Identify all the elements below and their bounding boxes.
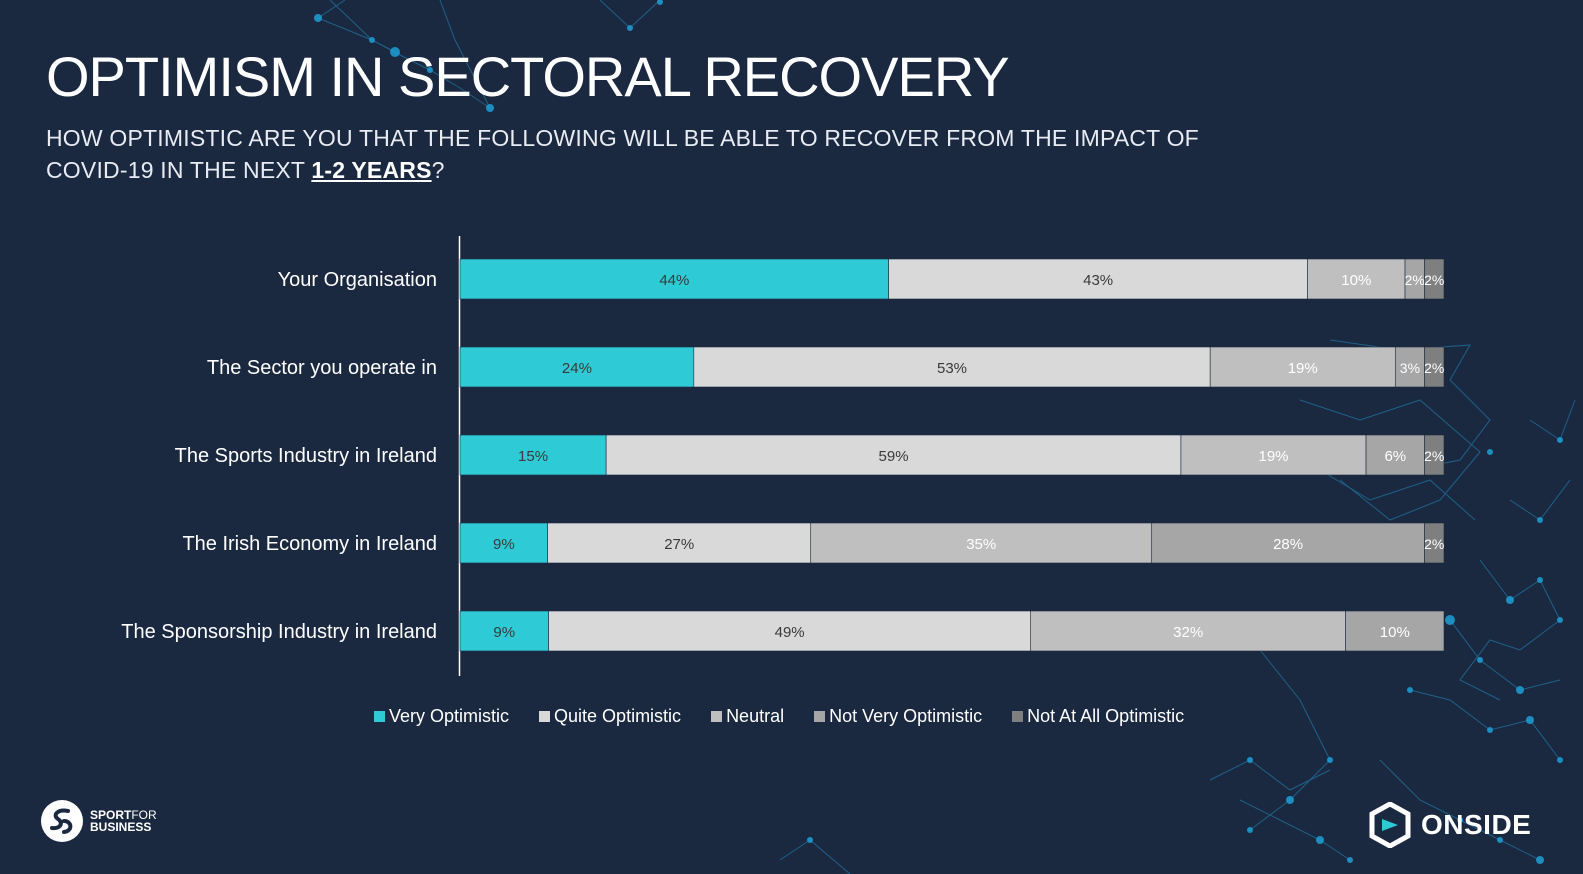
bar-the-sector-you-operate-in-not-very-optimistic xyxy=(1394,346,1425,388)
data-label-the-sports-industry-in-ireland-not-at-all-optimistic: 2% xyxy=(1424,448,1444,464)
bar-the-sector-you-operate-in-not-at-all-optimistic xyxy=(1424,346,1445,388)
bar-the-sponsorship-industry-in-ireland-quite-optimistic xyxy=(548,610,1032,652)
legend-label-quite-optimistic: Quite Optimistic xyxy=(554,706,682,726)
data-label-the-sports-industry-in-ireland-not-very-optimistic: 6% xyxy=(1384,448,1406,465)
legend-swatch-very-optimistic xyxy=(374,711,385,722)
legend-label-very-optimistic: Very Optimistic xyxy=(389,706,510,726)
bar-the-sports-industry-in-ireland-not-at-all-optimistic xyxy=(1424,434,1445,476)
logo-left-line1: SPORT xyxy=(90,808,132,822)
bar-the-sector-you-operate-in-neutral xyxy=(1209,346,1396,388)
slide-title: OPTIMISM IN SECTORAL RECOVERY xyxy=(46,45,1010,108)
data-label-the-irish-economy-in-ireland-not-at-all-optimistic: 2% xyxy=(1424,536,1444,552)
data-label-the-sector-you-operate-in-not-at-all-optimistic: 2% xyxy=(1424,360,1444,376)
category-labels-layer: Your Organisation The Sector you operate … xyxy=(121,269,437,643)
bars-layer: 44% 43% 10% 2% 2%24% 53% 19% 3% 2%15% 59% 19% 6% 2%9… xyxy=(459,258,1445,652)
bar-the-sports-industry-in-ireland-quite-optimistic xyxy=(605,434,1182,476)
logo-left-line2: BUSINESS xyxy=(90,820,152,834)
data-label-your-organisation-not-very-optimistic: 2% xyxy=(1405,272,1425,288)
onside-logo: ONSIDE xyxy=(1367,802,1531,848)
category-label-the-sector-you-operate-in: The Sector you operate in xyxy=(207,357,437,379)
category-label-your-organisation: Your Organisation xyxy=(278,269,437,291)
legend-item-not-at-all-optimistic: Not At All Optimistic xyxy=(1012,706,1184,727)
data-label-your-organisation-not-at-all-optimistic: 2% xyxy=(1424,272,1444,288)
legend-item-neutral: Neutral xyxy=(711,706,784,727)
data-label-the-sector-you-operate-in-very-optimistic: 24% xyxy=(562,360,592,377)
category-label-the-sports-industry-in-ireland: The Sports Industry in Ireland xyxy=(175,445,437,467)
legend-item-very-optimistic: Very Optimistic xyxy=(374,706,509,727)
data-label-the-sponsorship-industry-in-ireland-quite-optimistic: 49% xyxy=(775,624,805,641)
data-label-your-organisation-neutral: 10% xyxy=(1341,272,1371,289)
bar-your-organisation-quite-optimistic xyxy=(888,258,1308,300)
bar-the-irish-economy-in-ireland-neutral xyxy=(810,522,1153,564)
legend-item-not-very-optimistic: Not Very Optimistic xyxy=(814,706,982,727)
category-label-the-sponsorship-industry-in-ireland: The Sponsorship Industry in Ireland xyxy=(121,621,437,643)
data-label-the-sponsorship-industry-in-ireland-not-very-optimistic: 10% xyxy=(1380,624,1410,641)
legend-swatch-not-very-optimistic xyxy=(814,711,826,722)
bar-the-sponsorship-industry-in-ireland-not-very-optimistic xyxy=(1345,610,1445,652)
legend-label-not-at-all-optimistic: Not At All Optimistic xyxy=(1027,706,1185,726)
slide-subtitle: HOW OPTIMISTIC ARE YOU THAT THE FOLLOWIN… xyxy=(46,122,1266,186)
data-label-the-sports-industry-in-ireland-very-optimistic: 15% xyxy=(518,448,548,465)
legend-label-neutral: Neutral xyxy=(726,706,785,726)
data-label-the-irish-economy-in-ireland-quite-optimistic: 27% xyxy=(664,536,694,553)
bar-the-irish-economy-in-ireland-not-very-optimistic xyxy=(1151,522,1425,564)
bar-the-sponsorship-industry-in-ireland-neutral xyxy=(1030,610,1346,652)
data-label-the-sponsorship-industry-in-ireland-very-optimistic: 9% xyxy=(493,624,515,641)
sport-for-business-wordmark: SPORTFOR BUSINESS xyxy=(90,809,157,833)
legend-item-quite-optimistic: Quite Optimistic xyxy=(539,706,681,727)
sport-for-business-icon xyxy=(41,800,83,842)
data-label-the-irish-economy-in-ireland-not-very-optimistic: 28% xyxy=(1273,536,1303,553)
bar-the-irish-economy-in-ireland-very-optimistic xyxy=(459,522,548,564)
data-label-the-sector-you-operate-in-quite-optimistic: 53% xyxy=(937,360,967,377)
data-label-your-organisation-very-optimistic: 44% xyxy=(659,272,689,289)
subtitle-text: HOW OPTIMISTIC ARE YOU THAT THE FOLLOWIN… xyxy=(46,125,1199,183)
data-label-the-sponsorship-industry-in-ireland-neutral: 32% xyxy=(1173,624,1203,641)
bar-the-sector-you-operate-in-very-optimistic xyxy=(459,346,695,388)
data-label-your-organisation-quite-optimistic: 43% xyxy=(1083,272,1113,289)
legend-swatch-neutral xyxy=(711,711,723,722)
data-label-the-sector-you-operate-in-not-very-optimistic: 3% xyxy=(1400,360,1420,376)
data-label-the-sports-industry-in-ireland-quite-optimistic: 59% xyxy=(879,448,909,465)
legend-swatch-quite-optimistic xyxy=(539,711,551,722)
subtitle-emphasis: 1-2 YEARS xyxy=(311,157,432,183)
bar-the-irish-economy-in-ireland-quite-optimistic xyxy=(547,522,812,564)
subtitle-suffix: ? xyxy=(431,157,445,183)
data-label-the-irish-economy-in-ireland-very-optimistic: 9% xyxy=(493,536,515,553)
onside-icon xyxy=(1369,802,1411,848)
bar-your-organisation-very-optimistic xyxy=(459,258,889,300)
legend-label-not-very-optimistic: Not Very Optimistic xyxy=(829,706,983,726)
bar-your-organisation-not-at-all-optimistic xyxy=(1424,258,1445,300)
category-label-the-irish-economy-in-ireland: The Irish Economy in Ireland xyxy=(182,533,437,555)
logo-left-line1-light: FOR xyxy=(131,808,157,822)
sport-for-business-logo: SPORTFOR BUSINESS xyxy=(40,799,157,843)
chart-legend: Very Optimistic Quite Optimistic Neutral No… xyxy=(374,706,1214,727)
legend-swatch-not-at-all-optimistic xyxy=(1012,711,1024,722)
data-label-the-irish-economy-in-ireland-neutral: 35% xyxy=(966,536,996,553)
data-label-the-sector-you-operate-in-neutral: 19% xyxy=(1288,360,1318,377)
bar-the-sponsorship-industry-in-ireland-very-optimistic xyxy=(459,610,549,652)
bar-the-irish-economy-in-ireland-not-at-all-optimistic xyxy=(1424,522,1445,564)
data-label-the-sports-industry-in-ireland-neutral: 19% xyxy=(1258,448,1288,465)
bar-the-sports-industry-in-ireland-very-optimistic xyxy=(459,434,607,476)
onside-wordmark: ONSIDE xyxy=(1421,809,1532,840)
bar-the-sports-industry-in-ireland-neutral xyxy=(1180,434,1367,476)
